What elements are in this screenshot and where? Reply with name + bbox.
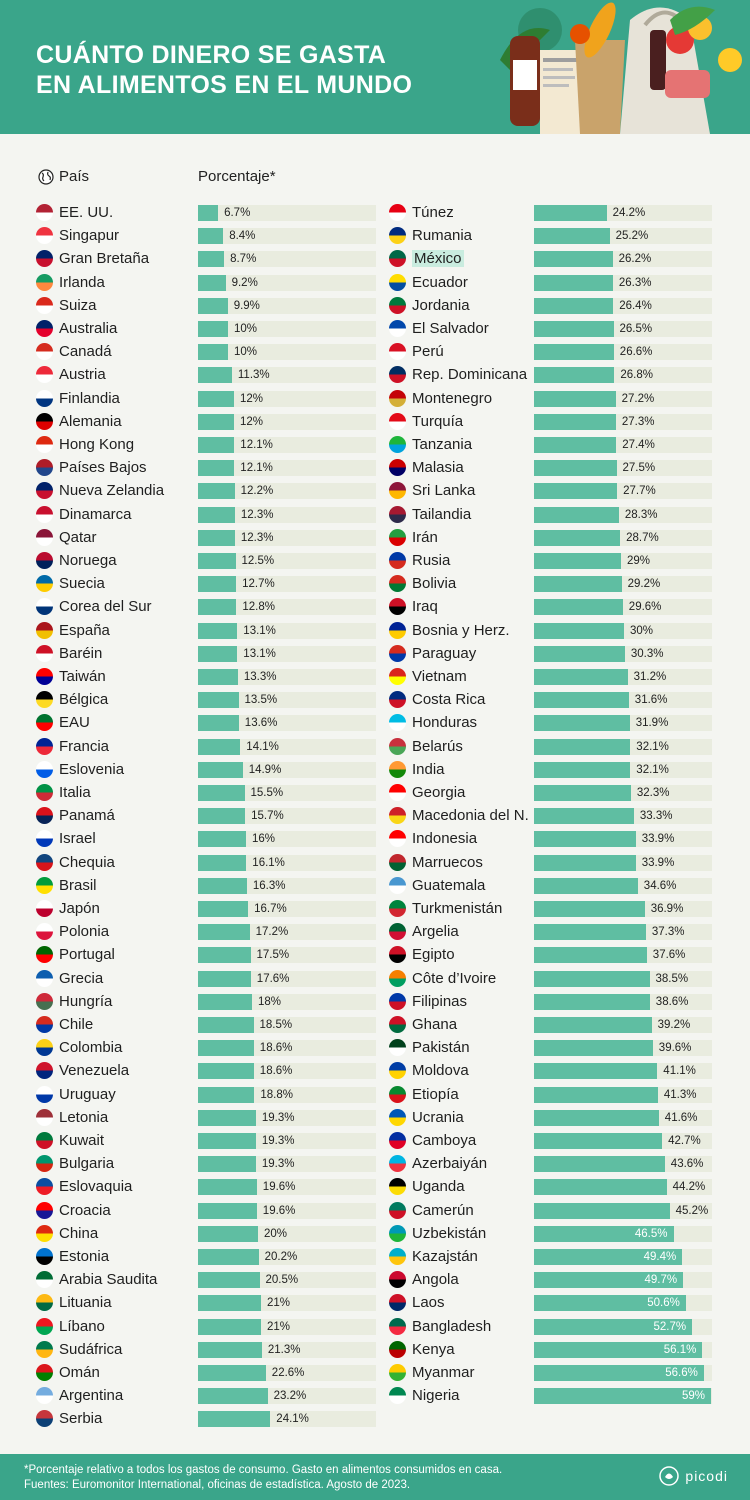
brand-name: picodi [685, 1468, 728, 1484]
country-column-header: País [38, 168, 89, 185]
footnote: *Porcentaje relativo a todos los gastos … [24, 1464, 503, 1476]
brand-logo: picodi [659, 1466, 728, 1486]
title-line-1: CUÁNTO DINERO SE GASTA [36, 41, 387, 69]
groceries-illustration [480, 0, 750, 134]
footer-bar: *Porcentaje relativo a todos los gastos … [0, 1454, 750, 1500]
percent-header-label: Porcentaje* [198, 168, 276, 185]
footer-notes: *Porcentaje relativo a todos los gastos … [24, 1463, 502, 1493]
page-title: CUÁNTO DINERO SE GASTA EN ALIMENTOS EN E… [36, 40, 412, 100]
globe-icon [38, 168, 54, 185]
chart-area [0, 134, 750, 1454]
picodi-logo-icon [659, 1466, 680, 1486]
percent-column-header: Porcentaje* [198, 168, 276, 185]
header-banner: CUÁNTO DINERO SE GASTA EN ALIMENTOS EN E… [0, 0, 750, 134]
country-header-label: País [59, 168, 90, 185]
title-line-2: EN ALIMENTOS EN EL MUNDO [36, 71, 413, 99]
sources-note: Fuentes: Euromonitor International, ofic… [24, 1479, 411, 1491]
